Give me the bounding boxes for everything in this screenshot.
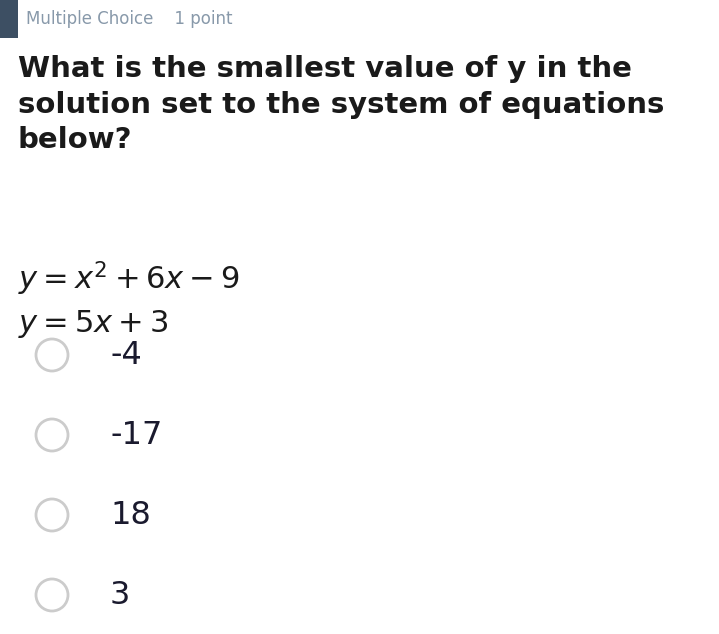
Bar [0,0,18,38]
Text: -17: -17 [110,420,162,451]
Text: 18: 18 [110,500,151,531]
Text: What is the smallest value of y in the
solution set to the system of equations
b: What is the smallest value of y in the s… [18,55,664,155]
Text: Multiple Choice    1 point: Multiple Choice 1 point [26,10,232,28]
Text: 3: 3 [110,579,130,611]
Text: $y = 5x + 3$: $y = 5x + 3$ [18,308,168,340]
Text: $y = x^2 + 6x - 9$: $y = x^2 + 6x - 9$ [18,260,239,299]
Text: -4: -4 [110,339,142,370]
